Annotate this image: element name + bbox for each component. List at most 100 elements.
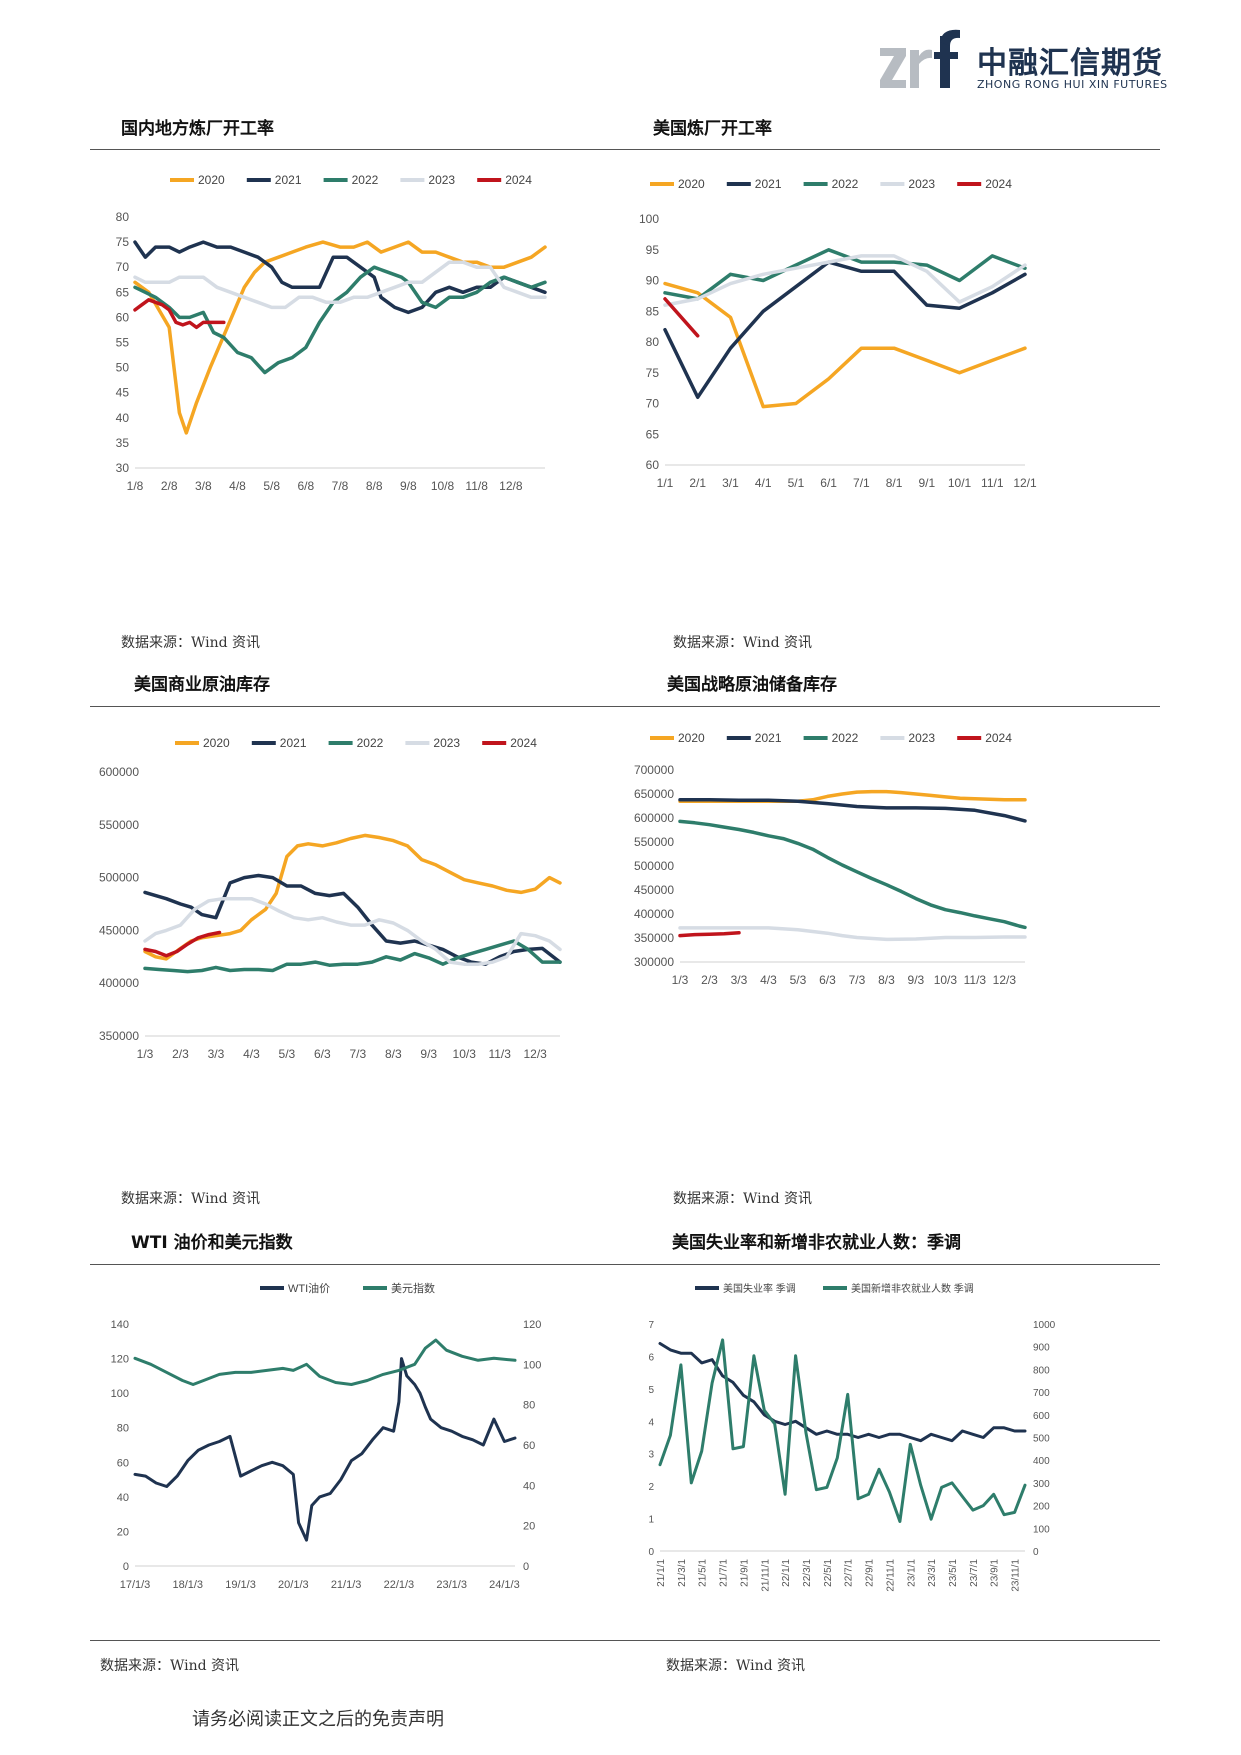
legend-label: 2024: [510, 736, 537, 750]
x-tick-label: 2/3: [701, 973, 718, 987]
x-tick-label: 6/1: [820, 476, 837, 490]
legend-label: 2021: [280, 736, 307, 750]
y2-tick-label: 100: [1033, 1524, 1050, 1535]
legend-label: 2024: [985, 177, 1012, 191]
x-tick-label: 23/7/1: [969, 1559, 980, 1587]
y-tick-label: 85: [646, 304, 660, 318]
series-line-2024: [133, 298, 226, 330]
x-tick-label: 4/8: [229, 479, 246, 493]
x-tick-label: 11/8: [465, 479, 488, 493]
y2-tick-label: 60: [523, 1440, 535, 1452]
x-tick-label: 19/1/3: [225, 1579, 256, 1591]
panel-title-local-refinery: 国内地方炼厂开工率: [121, 119, 274, 139]
series-line-美国新增非农就业人数 季调: [658, 1338, 1027, 1523]
y-tick-label: 600000: [634, 811, 674, 825]
y2-tick-label: 20: [523, 1521, 535, 1533]
series-line-2022: [143, 939, 562, 974]
y2-tick-label: 40: [523, 1480, 535, 1492]
x-tick-label: 12/3: [523, 1047, 547, 1061]
y-tick-label: 90: [646, 274, 660, 288]
x-tick-label: 7/8: [332, 479, 349, 493]
y2-tick-label: 500: [1033, 1434, 1050, 1445]
company-logo: 中融汇信期货 ZHONG RONG HUI XIN FUTURES: [880, 28, 1180, 98]
x-tick-label: 22/9/1: [865, 1559, 876, 1587]
x-tick-label: 2/8: [161, 479, 178, 493]
x-tick-label: 21/1/1: [656, 1559, 667, 1587]
x-tick-label: 5/1: [788, 476, 805, 490]
x-tick-label: 7/3: [349, 1047, 366, 1061]
x-tick-label: 3/1: [722, 476, 739, 490]
x-tick-label: 23/3/1: [927, 1559, 938, 1587]
y2-tick-label: 300: [1033, 1479, 1050, 1490]
series-line-2020: [133, 240, 547, 435]
legend-label: 2020: [678, 731, 705, 745]
title-rule: [625, 1264, 1160, 1265]
x-tick-label: 5/3: [279, 1047, 296, 1061]
y-tick-label: 75: [116, 235, 130, 249]
x-tick-label: 21/1/3: [331, 1579, 362, 1591]
legend-label: 2023: [908, 177, 935, 191]
znf-logo-icon: [880, 29, 960, 88]
series-line-2024: [678, 930, 741, 938]
series-line-2023: [143, 896, 562, 966]
y-tick-label: 80: [646, 335, 660, 349]
y-tick-label: 500000: [99, 871, 139, 885]
legend-label: 2022: [832, 731, 859, 745]
legend-label: 2024: [985, 731, 1012, 745]
y2-tick-label: 200: [1033, 1502, 1050, 1513]
y-tick-label: 700000: [634, 763, 674, 777]
x-tick-label: 20/1/3: [278, 1579, 309, 1591]
series-line-2024: [663, 297, 700, 338]
x-tick-label: 23/9/1: [990, 1559, 1001, 1587]
x-tick-label: 23/1/3: [436, 1579, 467, 1591]
y-tick-label: 120: [111, 1354, 129, 1366]
chart-us-spr-inventory: 300000 350000 400000 450000 500000 550000 6000…: [634, 731, 1027, 987]
y-tick-label: 550000: [99, 818, 139, 832]
x-tick-label: 21/7/1: [719, 1559, 730, 1587]
legend-label: 2022: [357, 736, 384, 750]
y-tick-label: 60: [646, 458, 660, 472]
x-tick-label: 12/8: [499, 479, 523, 493]
x-tick-label: 9/3: [908, 973, 925, 987]
y-tick-label: 70: [116, 260, 130, 274]
x-tick-label: 8/1: [886, 476, 903, 490]
y-tick-label: 95: [646, 243, 660, 257]
logo-chinese-name: 中融汇信期货: [977, 46, 1163, 81]
y-tick-label: 75: [646, 366, 660, 380]
x-tick-label: 12/3: [993, 973, 1017, 987]
chart-us-refinery-utilization: 60 65 70 75 80 85 90 95 100 1/1 2/1 3/1 4/1 5/1 6/1 7/1…: [639, 177, 1037, 490]
legend-label: 2022: [352, 173, 379, 187]
title-rule: [625, 149, 1160, 150]
x-tick-label: 10/1: [948, 476, 972, 490]
series-line-2020: [143, 833, 562, 961]
chart-local-refinery-utilization: 30 35 40 45 50 55 60 65 70 75 80 1/8 2/8 3/8 4/8 5/8 6/8…: [116, 173, 547, 493]
y2-tick-label: 900: [1033, 1343, 1050, 1354]
x-tick-label: 2/3: [172, 1047, 189, 1061]
legend-label: 2023: [428, 173, 455, 187]
y-tick-label: 65: [116, 285, 130, 299]
x-tick-label: 22/5/1: [823, 1559, 834, 1587]
legend-label: 2021: [755, 731, 782, 745]
x-tick-label: 11/1: [981, 476, 1004, 490]
series-line-2021: [678, 798, 1027, 823]
x-tick-label: 3/8: [195, 479, 212, 493]
y-tick-label: 70: [646, 397, 660, 411]
x-tick-label: 4/3: [243, 1047, 260, 1061]
y-tick-label: 80: [117, 1423, 129, 1435]
source-note: 数据来源：Wind 资讯: [121, 1191, 261, 1207]
y-tick-label: 450000: [99, 923, 139, 937]
legend-label: 2020: [678, 177, 705, 191]
x-tick-label: 10/3: [934, 973, 958, 987]
panel-title-us-spr: 美国战略原油储备库存: [667, 675, 837, 695]
x-tick-label: 21/5/1: [698, 1559, 709, 1587]
x-tick-label: 18/1/3: [172, 1579, 203, 1591]
panel-title-wti-usd: WTI 油价和美元指数: [131, 1233, 293, 1253]
series-line-2023: [663, 254, 1027, 307]
y-tick-label: 20: [117, 1526, 129, 1538]
y-tick-label: 80: [116, 210, 130, 224]
title-rule: [90, 149, 625, 150]
legend-label: 2023: [908, 731, 935, 745]
x-tick-label: 22/11/1: [885, 1559, 896, 1592]
y-tick-label: 65: [646, 427, 660, 441]
legend-label: 2024: [505, 173, 532, 187]
